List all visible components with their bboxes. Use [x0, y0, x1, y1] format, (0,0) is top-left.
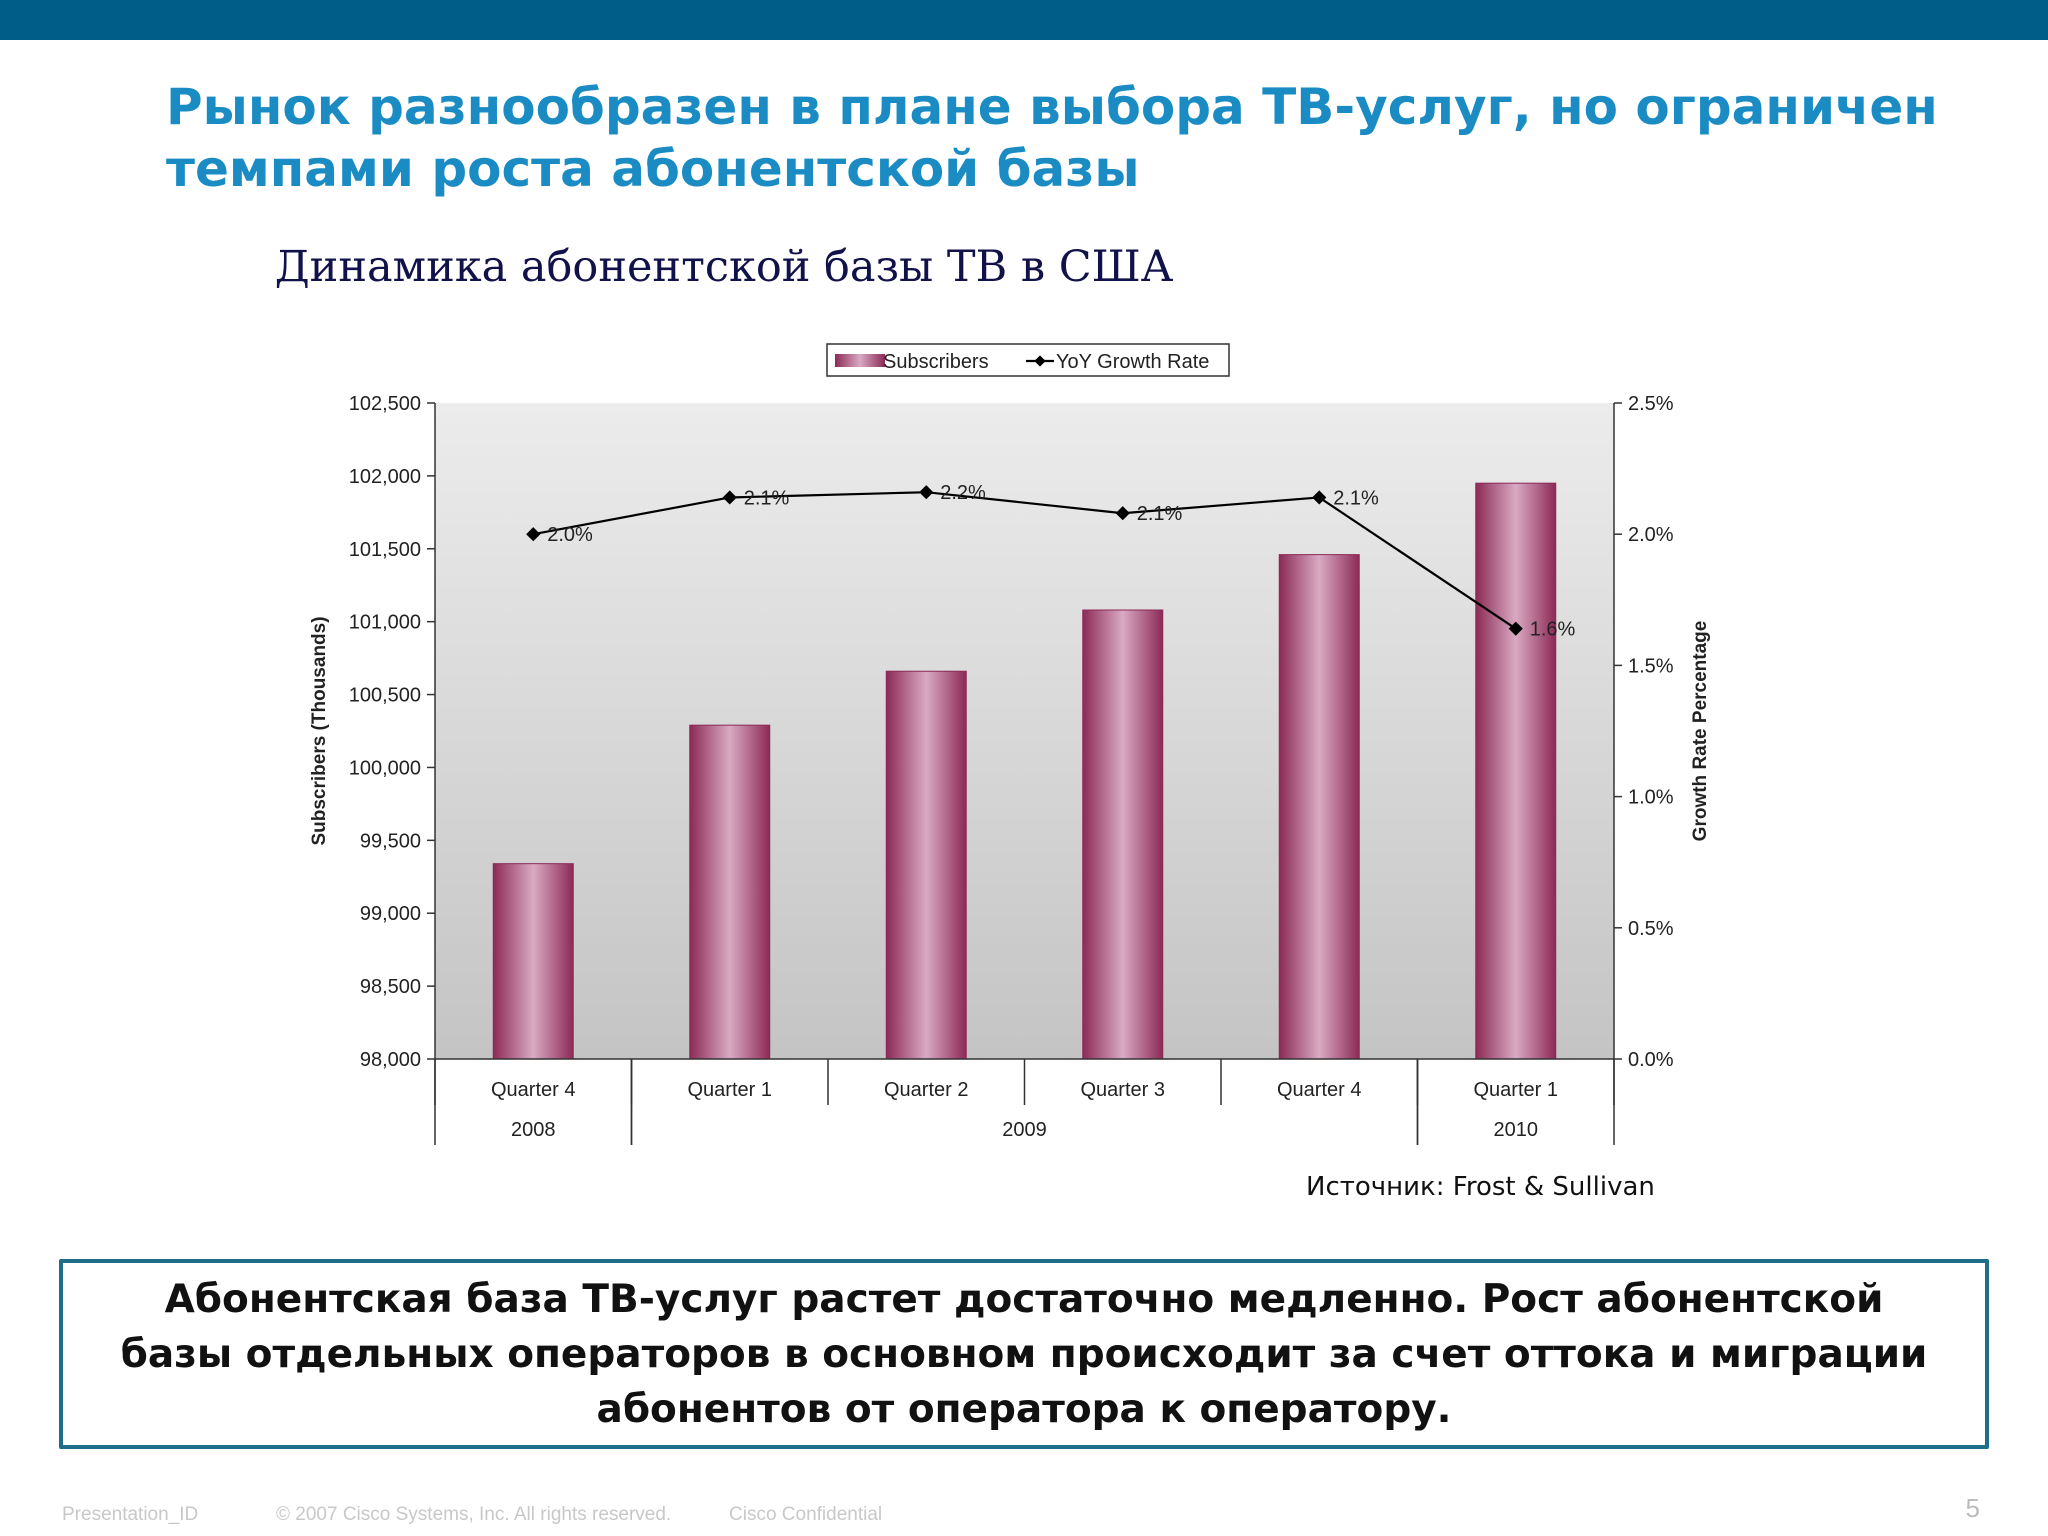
growth-rate-label-6: 1.6% — [1530, 619, 1576, 641]
footer-presentation-id: Presentation_ID — [62, 1504, 199, 1525]
x-tick-label: Quarter 1 — [688, 1079, 772, 1101]
growth-rate-label-3: 2.2% — [940, 482, 986, 504]
y-tick-label-left: 99,500 — [360, 830, 421, 852]
legend-swatch-growth-marker — [1034, 355, 1046, 367]
y-tick-label-left: 100,000 — [349, 757, 421, 779]
bar-subscribers-2 — [689, 724, 771, 1060]
x-tick-label: Quarter 3 — [1081, 1079, 1165, 1101]
source-note: Источник: Frost & Sullivan — [1306, 1172, 1655, 1202]
bar-subscribers-3 — [885, 670, 967, 1060]
growth-rate-label-5: 2.1% — [1333, 487, 1379, 509]
y-tick-label-right: 2.0% — [1628, 524, 1674, 546]
slide-title-line-1: Рынок разнообразен в плане выбора ТВ-усл… — [166, 78, 1938, 136]
conclusion-box: Абонентская база ТВ-услуг растет достато… — [59, 1259, 1989, 1449]
bar-subscribers-1 — [492, 863, 574, 1060]
y-tick-label-left: 98,000 — [360, 1049, 421, 1071]
y-tick-label-left: 99,000 — [360, 903, 421, 925]
growth-rate-marker-1 — [526, 527, 541, 542]
slide-title-line-2: темпами роста абонентской базы — [166, 140, 1140, 198]
footer-confidential: Cisco Confidential — [729, 1504, 883, 1525]
growth-rate-label-4: 2.1% — [1137, 503, 1183, 525]
y-tick-label-right: 1.5% — [1628, 655, 1674, 677]
y-tick-label-right: 2.5% — [1628, 393, 1674, 415]
y-tick-label-right: 0.0% — [1628, 1049, 1674, 1071]
x-tick-label: Quarter 4 — [491, 1079, 575, 1101]
bar-subscribers-5 — [1278, 554, 1360, 1060]
legend-swatch-subscribers — [835, 354, 885, 367]
chart-heading-text: Динамика абонентской базы ТВ в США — [274, 242, 1174, 292]
y-tick-label-right: 1.0% — [1628, 787, 1674, 809]
y-tick-label-right: 0.5% — [1628, 918, 1674, 940]
plot-area — [435, 403, 1614, 1059]
y-tick-label-left: 101,000 — [349, 612, 421, 634]
growth-rate-marker-5 — [1312, 490, 1327, 505]
x-tick-label: Quarter 4 — [1277, 1079, 1361, 1101]
footer-copyright: © 2007 Cisco Systems, Inc. All rights re… — [276, 1504, 672, 1525]
growth-rate-marker-2 — [722, 490, 737, 505]
top-bar — [0, 0, 2048, 40]
year-label: 2009 — [1002, 1119, 1047, 1141]
subscriber-chart: 102,500 102,000 101,500 101,000 100,500 100,0… — [309, 343, 1711, 1145]
y-tick-label-left: 101,500 — [349, 539, 421, 561]
growth-rate-marker-6 — [1508, 621, 1523, 636]
growth-rate-label-2: 2.1% — [744, 487, 790, 509]
y-tick-label-left: 98,500 — [360, 976, 421, 998]
legend-label-subscribers: Subscribers — [883, 351, 989, 373]
year-label: 2010 — [1494, 1119, 1539, 1141]
y-tick-label-left: 100,500 — [349, 685, 421, 707]
growth-rate-line — [533, 491, 1517, 630]
growth-rate-label-1: 2.0% — [547, 524, 593, 546]
growth-rate-marker-3 — [919, 485, 934, 500]
growth-rate-marker-4 — [1115, 506, 1130, 521]
page-number: 5 — [1965, 1493, 1980, 1523]
y-axis-title-left: Subscribers (Thousands) — [309, 616, 330, 845]
legend-label-growth: YoY Growth Rate — [1056, 351, 1209, 373]
y-tick-label-left: 102,500 — [349, 393, 421, 415]
chart-heading: Динамика абонентской базы ТВ в США — [0, 242, 1448, 292]
x-tick-label: Quarter 1 — [1474, 1079, 1558, 1101]
y-tick-label-left: 102,000 — [349, 466, 421, 488]
y-axis-title-right: Growth Rate Percentage — [1690, 621, 1711, 842]
bar-subscribers-6 — [1475, 482, 1557, 1060]
x-tick-label: Quarter 2 — [884, 1079, 968, 1101]
conclusion-text: Абонентская база ТВ-услуг растет достато… — [120, 1276, 1928, 1432]
year-label: 2008 — [511, 1119, 556, 1141]
slide-title: Рынок разнообразен в плане выбора ТВ-усл… — [166, 76, 1966, 200]
bar-subscribers-4 — [1082, 609, 1164, 1060]
